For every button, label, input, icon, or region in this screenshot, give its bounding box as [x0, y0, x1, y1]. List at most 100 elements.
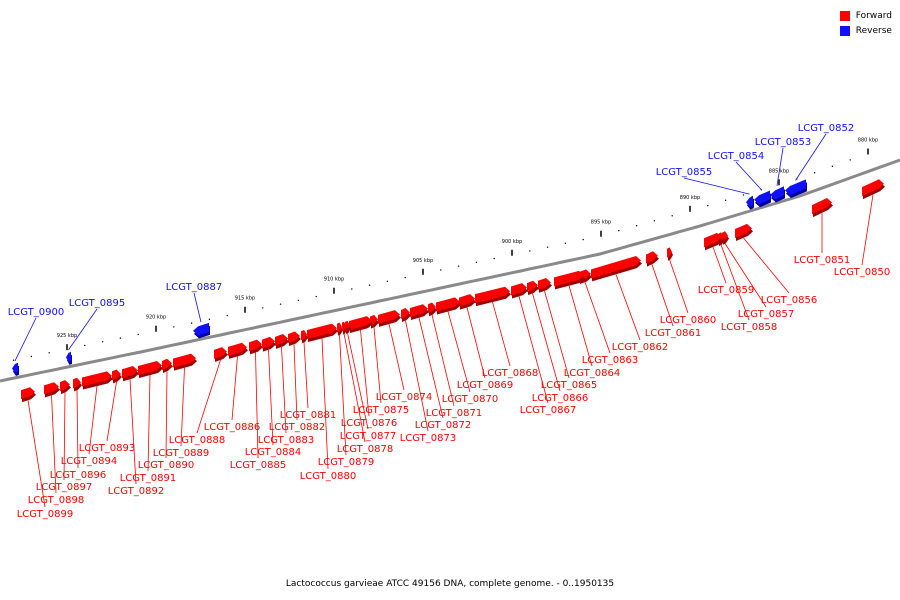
gene-arrow-lcgt_0888	[214, 347, 227, 359]
gene-arrow-lcgt_0872	[410, 304, 428, 318]
gene-leader-line	[651, 264, 674, 327]
gene-leader-line	[180, 367, 185, 447]
gene-leader-line	[129, 379, 137, 485]
gene-label-lcgt_0876: LCGT_0876	[341, 418, 398, 429]
gene-label-lcgt_0871: LCGT_0871	[426, 408, 483, 419]
gene-label-lcgt_0881: LCGT_0881	[280, 410, 337, 421]
gene-leader-line	[347, 332, 369, 430]
gene-label-lcgt_0855: LCGT_0855	[656, 167, 713, 178]
scale-minor-tick	[190, 322, 193, 324]
gene-leader-line	[303, 342, 309, 409]
gene-leader-line	[735, 161, 763, 191]
gene-leader-line	[147, 374, 151, 472]
gene-leader-line	[568, 285, 593, 367]
scale-minor-tick	[48, 352, 50, 354]
gene-label-lcgt_0875: LCGT_0875	[353, 405, 410, 416]
gene-label-lcgt_0863: LCGT_0863	[582, 355, 639, 366]
gene-leader-line	[165, 371, 168, 459]
gene-leader-line	[88, 385, 98, 455]
scale-minor-tick	[137, 333, 139, 336]
gene-label-lcgt_0887: LCGT_0887	[166, 282, 223, 293]
gene-label-lcgt_0867: LCGT_0867	[520, 405, 577, 416]
gene-leader-line	[405, 320, 429, 432]
scale-minor-tick	[493, 257, 495, 260]
gene-label-lcgt_0888: LCGT_0888	[169, 435, 226, 446]
gene-label-lcgt_0880: LCGT_0880	[300, 471, 357, 482]
gene-label-lcgt_0877: LCGT_0877	[340, 431, 397, 442]
gene-arrow-lcgt_0867	[511, 283, 527, 296]
gene-label-lcgt_0860: LCGT_0860	[660, 315, 717, 326]
gene-label-lcgt_0884: LCGT_0884	[245, 447, 302, 458]
scale-tick-label: 905 kbp	[413, 258, 433, 264]
gene-leader-line	[51, 395, 57, 494]
gene-label-lcgt_0878: LCGT_0878	[337, 444, 394, 455]
legend-reverse-label: Reverse	[855, 25, 892, 36]
gene-arrow-lcgt_0860	[667, 247, 672, 258]
gene-arrow-lcgt_0885	[249, 339, 262, 352]
gene-arrow-lcgt_0891	[138, 360, 162, 375]
scale-minor-tick	[813, 172, 816, 174]
gene-arrow-lcgt_0887	[193, 322, 209, 336]
gene-leader-line	[720, 244, 750, 321]
gene-leader-line	[196, 359, 221, 434]
scale-minor-tick	[618, 230, 620, 232]
scale-minor-tick	[831, 165, 834, 168]
gene-leader-line	[518, 296, 549, 404]
reverse-swatch	[839, 25, 850, 36]
scale-minor-tick	[208, 318, 211, 321]
gene-label-lcgt_0893: LCGT_0893	[79, 443, 136, 454]
gene-arrow-lcgt_0864	[554, 270, 584, 287]
gene-label-lcgt_0859: LCGT_0859	[698, 285, 755, 296]
gene-leader-line	[466, 307, 486, 379]
gene-leader-line	[712, 246, 727, 284]
gene-leader-line	[360, 330, 370, 417]
gene-leader-line	[615, 274, 641, 341]
gene-arrow-lcgt_0871	[428, 302, 436, 314]
gene-label-lcgt_0869: LCGT_0869	[457, 380, 514, 391]
gene-arrow-lcgt_0884	[262, 336, 275, 349]
gene-arrow-lcgt_0897	[60, 380, 70, 392]
gene-label-lcgt_0883: LCGT_0883	[258, 435, 315, 446]
gene-arrow-lcgt_0880	[307, 323, 337, 340]
gene-arrow-lcgt_0870	[436, 297, 460, 312]
gene-label-lcgt_0873: LCGT_0873	[400, 433, 457, 444]
scale-tick-label: 895 kbp	[591, 220, 611, 226]
gene-leader-line	[743, 237, 790, 294]
gene-arrow-lcgt_0886	[228, 342, 247, 356]
gene-arrow-lcgt_0861	[646, 251, 658, 264]
map-caption: Lactococcus garvieae ATCC 49156 DNA, com…	[285, 579, 615, 589]
gene-arrow-lcgt_0862	[591, 256, 641, 279]
gene-label-lcgt_0895: LCGT_0895	[69, 298, 126, 309]
scale-minor-tick	[564, 242, 567, 245]
gene-leader-line	[193, 292, 202, 323]
scale-minor-tick	[262, 307, 264, 309]
gene-label-lcgt_0868: LCGT_0868	[482, 368, 539, 379]
gene-label-lcgt_0892: LCGT_0892	[108, 486, 165, 497]
scale-minor-tick	[724, 199, 727, 202]
gene-arrow-lcgt_0852	[785, 179, 806, 195]
scale-minor-tick	[368, 284, 371, 286]
scale-minor-tick	[546, 246, 549, 248]
gene-leader-line	[544, 290, 570, 379]
gene-label-lcgt_0856: LCGT_0856	[761, 295, 818, 306]
gene-leader-line	[293, 344, 298, 421]
gene-arrow-lcgt_0899	[21, 387, 35, 400]
gene-arrow-lcgt_0894	[82, 371, 112, 387]
gene-label-lcgt_0852: LCGT_0852	[798, 123, 855, 134]
gene-label-lcgt_0890: LCGT_0890	[138, 460, 195, 471]
scale-minor-tick	[279, 303, 282, 305]
gene-arrow-lcgt_0851	[812, 197, 832, 215]
scale-minor-tick	[742, 194, 745, 196]
scale-minor-tick	[671, 215, 673, 217]
scale-tick-label: 920 kbp	[146, 315, 166, 321]
gene-arrow-lcgt_0892	[122, 365, 138, 379]
gene-label-lcgt_0896: LCGT_0896	[50, 470, 107, 481]
gene-label-lcgt_0858: LCGT_0858	[721, 322, 778, 333]
gene-arrow-lcgt_0876	[349, 316, 372, 331]
gene-label-lcgt_0889: LCGT_0889	[153, 448, 210, 459]
gene-leader-line	[63, 392, 66, 481]
scale-minor-tick	[119, 337, 122, 339]
scale-tick-label: 915 kbp	[235, 296, 255, 302]
gene-label-lcgt_0854: LCGT_0854	[708, 151, 765, 162]
